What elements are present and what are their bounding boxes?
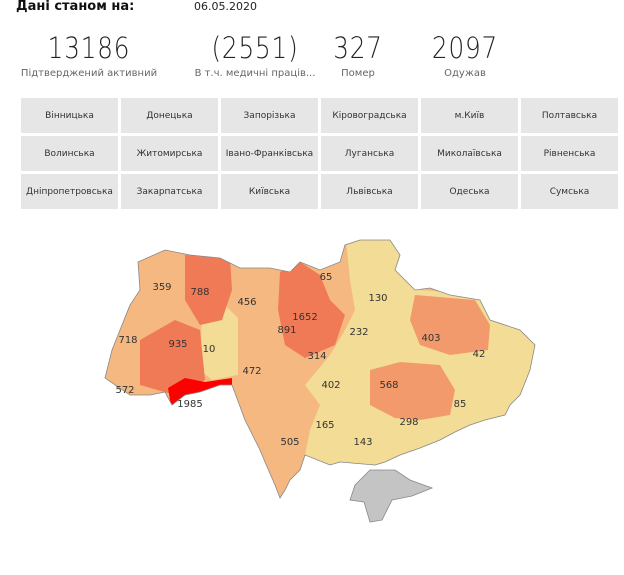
region-button[interactable]: Волинська: [21, 136, 118, 171]
map-value-label: 359: [152, 282, 171, 293]
map-value-label: 232: [349, 327, 368, 338]
region-button[interactable]: Запорізька: [221, 98, 318, 133]
region-crimea[interactable]: [349, 469, 434, 523]
map-value-label: 130: [368, 293, 387, 304]
region-button[interactable]: Житомирська: [121, 136, 218, 171]
map-value-label: 10: [203, 344, 216, 355]
region-filter-grid: Вінницька Донецька Запорізька Кіровоградськ…: [21, 98, 618, 209]
map-value-label: 403: [421, 333, 440, 344]
kpi-caption: В т.ч. медичні праців...: [194, 68, 316, 79]
map-value-label: 456: [237, 297, 256, 308]
region-kyiv[interactable]: [278, 262, 345, 358]
region-ternopil[interactable]: [140, 320, 205, 395]
region-button[interactable]: м.Київ: [421, 98, 518, 133]
data-date: 06.05.2020: [194, 0, 257, 13]
map-value-label: 143: [353, 437, 372, 448]
region-button[interactable]: Одеська: [421, 174, 518, 209]
map-value-label: 298: [399, 417, 418, 428]
map-value-label: 891: [277, 325, 296, 336]
map-value-label: 1985: [177, 399, 202, 410]
kpi-recovered: 2097 Одужав: [420, 30, 510, 79]
region-button[interactable]: Рівненська: [521, 136, 618, 171]
kpi-caption: Підтверджений активний: [20, 68, 158, 79]
map-value-label: 718: [118, 335, 137, 346]
region-dnipro[interactable]: [370, 362, 455, 420]
region-button[interactable]: Полтавська: [521, 98, 618, 133]
region-button[interactable]: Вінницька: [21, 98, 118, 133]
region-button[interactable]: Кіровоградська: [321, 98, 418, 133]
kpi-caption: Одужав: [444, 68, 486, 79]
region-button[interactable]: Сумська: [521, 174, 618, 209]
map-value-label: 85: [454, 399, 467, 410]
kpi-medical: (2551) В т.ч. медичні праців...: [190, 30, 320, 79]
region-button[interactable]: Івано-Франківська: [221, 136, 318, 171]
map-value-label: 402: [321, 380, 340, 391]
map-value-label: 568: [379, 380, 398, 391]
data-as-of-label: Дані станом на:: [16, 0, 135, 14]
map-value-label: 165: [315, 420, 334, 431]
kpi-active: 13186 Підтверджений активний: [20, 30, 158, 79]
region-button[interactable]: Львівська: [321, 174, 418, 209]
region-button[interactable]: Закарпатська: [121, 174, 218, 209]
kpi-value: 327: [333, 31, 383, 65]
map-value-label: 935: [168, 339, 187, 350]
kpi-value: (2551): [211, 31, 299, 65]
region-east[interactable]: [300, 230, 545, 480]
map-value-label: 505: [280, 437, 299, 448]
map-value-label: 65: [320, 272, 333, 283]
region-button[interactable]: Донецька: [121, 98, 218, 133]
region-button[interactable]: Луганська: [321, 136, 418, 171]
kpi-caption: Помер: [341, 68, 375, 79]
map-value-label: 788: [190, 287, 209, 298]
region-khmelnytskyi[interactable]: [200, 305, 238, 380]
map-value-label: 1652: [292, 312, 317, 323]
region-button[interactable]: Київська: [221, 174, 318, 209]
map-value-label: 314: [307, 351, 326, 362]
region-button[interactable]: Миколаївська: [421, 136, 518, 171]
map-value-label: 42: [473, 349, 486, 360]
map-value-label: 572: [115, 385, 134, 396]
kpi-deaths: 327 Помер: [318, 30, 398, 79]
kpi-value: 13186: [47, 31, 131, 65]
map-value-label: 472: [242, 366, 261, 377]
region-kharkiv[interactable]: [410, 295, 490, 355]
kpi-value: 2097: [431, 31, 499, 65]
region-lviv-west[interactable]: [185, 255, 232, 325]
region-button[interactable]: Дніпропетровська: [21, 174, 118, 209]
